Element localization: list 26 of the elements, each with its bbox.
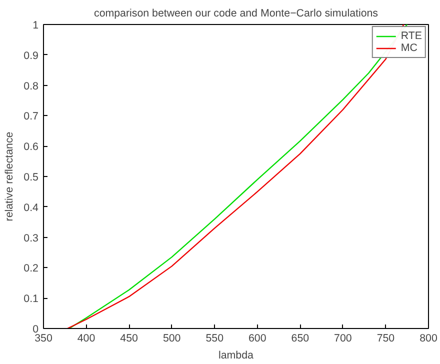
x-tick-label: 700 [334,332,352,344]
chart-title: comparison between our code and Monte−Carlo simulations [94,8,378,20]
legend-label: RTE [400,30,422,42]
y-tick-label: 1 [32,20,39,32]
y-tick-label: 0.7 [24,110,39,123]
x-tick-label: 500 [162,332,181,344]
x-tick-label: 400 [77,332,96,344]
x-axis-title: lambda [218,350,254,362]
y-tick-label: 0.1 [24,293,39,306]
legend-label: MC [400,42,418,54]
y-axis-title: relative reflectance [4,132,16,222]
x-tick-label: 550 [206,332,224,344]
x-tick-label: 350 [34,332,52,344]
y-tick-label: 0.9 [24,50,39,62]
x-tick-label: 800 [420,332,438,344]
y-tick-label: 0.5 [24,172,39,184]
y-tick-label: 0.3 [24,232,39,244]
y-tick-label: 0.4 [24,202,39,214]
x-tick-label: 650 [291,332,310,344]
x-tick-label: 450 [120,332,138,344]
y-tick-label: 0.6 [24,141,39,154]
x-tick-label: 750 [376,332,395,344]
x-tick-label: 600 [248,332,266,344]
y-tick-label: 0.2 [24,262,39,275]
y-tick-label: 0.8 [24,80,39,92]
y-tick-label: 0 [32,324,39,336]
